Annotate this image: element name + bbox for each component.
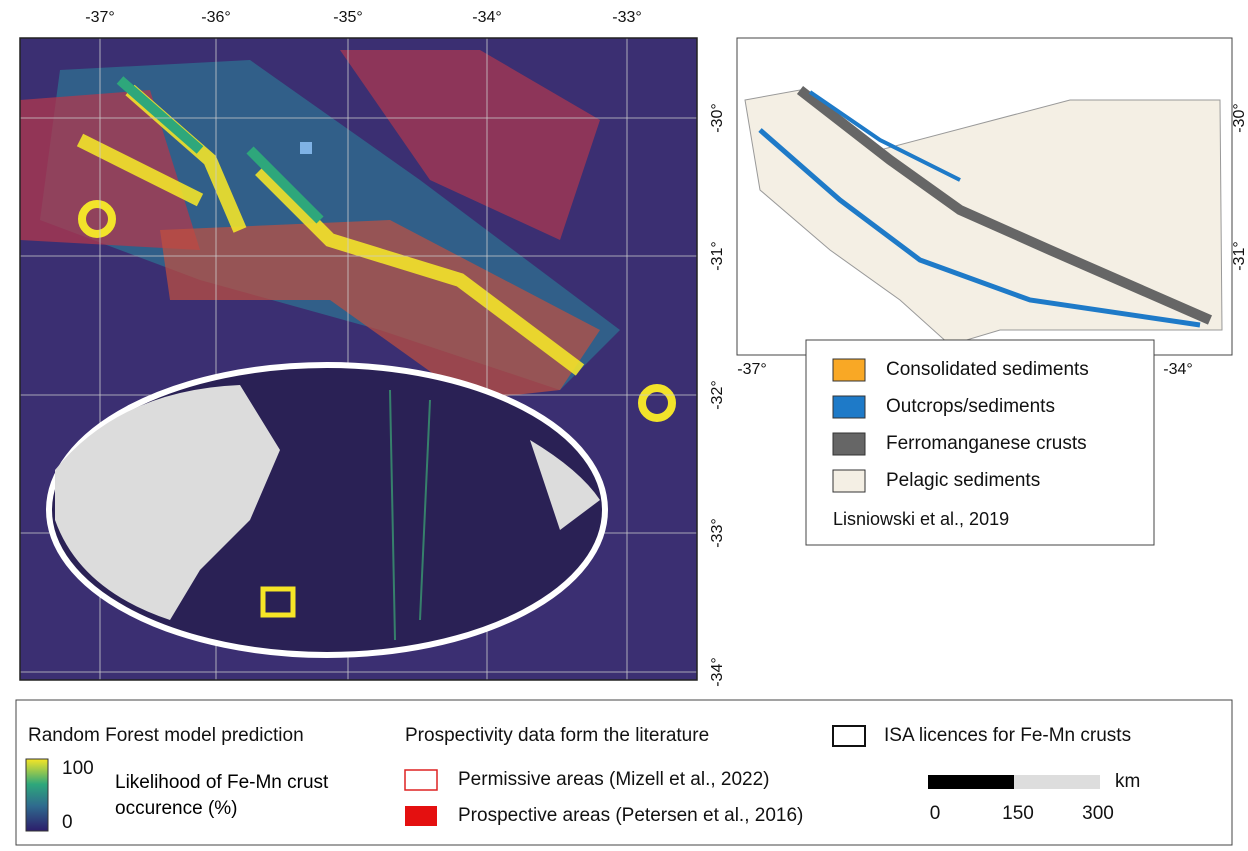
y-tick-label: -31° xyxy=(1231,241,1248,271)
x-tick-label: -37° xyxy=(737,361,767,378)
colorbar-min: 0 xyxy=(62,812,73,833)
legend-item: ISA licences for Fe-Mn crusts xyxy=(884,725,1131,746)
colorbar-label: Likelihood of Fe-Mn crust occurence (%) xyxy=(115,770,395,822)
y-tick-label: -32° xyxy=(709,380,726,410)
legend-item: Ferromanganese crusts xyxy=(886,433,1087,454)
figure: -37° -36° -35° -34° -33° -30° -31° -32° -33° -34°… xyxy=(0,0,1248,851)
scale-unit: km xyxy=(1115,771,1140,792)
x-tick-label: -36° xyxy=(201,9,231,26)
scale-tick: 0 xyxy=(930,803,941,824)
legend-title: Random Forest model prediction xyxy=(28,725,304,746)
legend-title: Prospectivity data form the literature xyxy=(405,725,709,746)
legend-item: Pelagic sediments xyxy=(886,470,1040,491)
legend-swatch xyxy=(833,359,865,381)
legend-swatch xyxy=(833,433,865,455)
x-tick-label: -34° xyxy=(1163,361,1193,378)
y-tick-label: -31° xyxy=(709,241,726,271)
y-tick-label: -34° xyxy=(709,657,726,687)
colorbar xyxy=(26,759,48,831)
x-tick-label: -34° xyxy=(472,9,502,26)
y-tick-label: -30° xyxy=(709,103,726,133)
legend-item: Consolidated sediments xyxy=(886,359,1089,380)
colorbar-max: 100 xyxy=(62,758,94,779)
scale-tick: 300 xyxy=(1082,803,1114,824)
x-tick-label: -37° xyxy=(85,9,115,26)
x-tick-label: -33° xyxy=(612,9,642,26)
legend-swatch xyxy=(833,396,865,418)
y-tick-label: -30° xyxy=(1231,103,1248,133)
legend-item: Outcrops/sediments xyxy=(886,396,1055,417)
main-map xyxy=(20,38,697,680)
scale-tick: 150 xyxy=(1002,803,1034,824)
legend-item: Prospective areas (Petersen et al., 2016… xyxy=(458,805,803,826)
legend-item: Permissive areas (Mizell et al., 2022) xyxy=(458,769,770,790)
legend-source: Lisniowski et al., 2019 xyxy=(833,509,1009,529)
legend-swatch xyxy=(833,470,865,492)
y-tick-label: -33° xyxy=(709,518,726,548)
x-tick-label: -35° xyxy=(333,9,363,26)
